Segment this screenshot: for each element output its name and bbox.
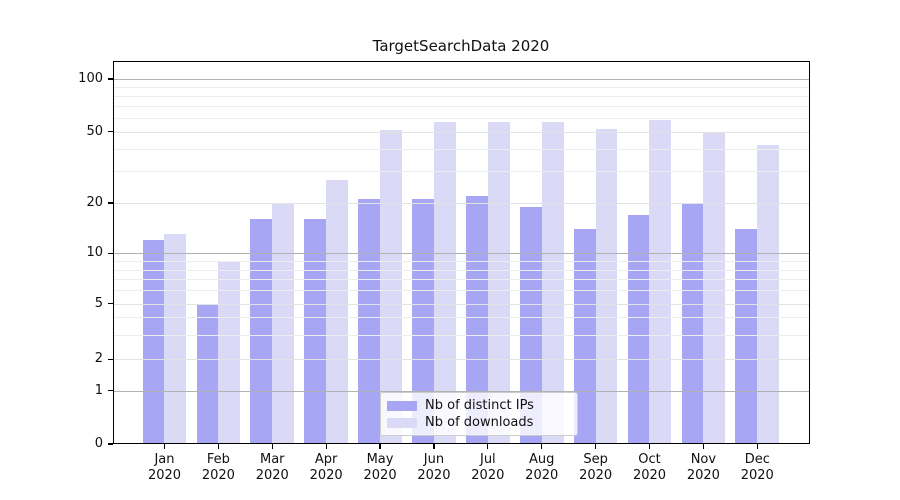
x-tick-month: Jul: [479, 452, 496, 467]
x-tick-month: Nov: [690, 452, 717, 467]
y-axis-tick-label: 10: [86, 245, 103, 261]
x-tick-mark: [433, 444, 435, 449]
x-axis-tick-label-apr: Apr 2020: [296, 452, 356, 484]
bar-downloads-mar: [272, 203, 295, 444]
y-axis-tick-label: 1: [94, 382, 103, 398]
x-tick-mark: [702, 444, 704, 449]
x-tick-mark: [648, 444, 651, 449]
x-tick-mark: [271, 444, 273, 449]
bar-downloads-jul: [487, 121, 510, 444]
x-axis-tick-label-aug: Aug 2020: [512, 452, 572, 484]
x-tick-year: 2020: [147, 468, 182, 483]
x-tick-year: 2020: [686, 468, 720, 483]
legend: Nb of distinct IPs Nb of downloads: [380, 392, 578, 436]
x-tick-mark: [217, 444, 219, 449]
x-tick-mark: [379, 444, 381, 449]
x-tick-year: 2020: [740, 468, 774, 483]
y-tick-mark: [108, 202, 113, 204]
x-axis-tick-label-jul: Jul 2020: [458, 452, 518, 484]
x-tick-mark: [541, 444, 543, 449]
x-axis-tick-label-mar: Mar 2020: [242, 452, 302, 484]
x-tick-year: 2020: [201, 468, 235, 483]
bar-downloads-jun: [433, 121, 456, 444]
x-tick-year: 2020: [363, 468, 397, 483]
x-axis-tick-label-dec: Dec 2020: [727, 452, 787, 484]
bar-distinct-ips-oct: [627, 214, 650, 444]
x-tick-month: Jan: [154, 452, 175, 467]
x-tick-month: May: [366, 452, 394, 467]
bar-distinct-ips-aug: [519, 206, 542, 444]
y-tick-mark: [108, 252, 113, 254]
x-tick-year: 2020: [471, 468, 505, 483]
x-tick-month: Jun: [423, 452, 445, 467]
y-tick-mark: [108, 390, 113, 392]
bar-distinct-ips-apr: [304, 219, 327, 444]
y-axis-tick-label: 0: [94, 436, 103, 451]
legend-label-distinct-ips: Nb of distinct IPs: [425, 398, 534, 413]
bar-distinct-ips-may: [358, 199, 381, 444]
x-tick-year: 2020: [417, 468, 451, 483]
x-axis-tick-label-jan: Jan 2020: [135, 452, 195, 484]
y-tick-mark: [108, 303, 113, 305]
x-tick-month: Apr: [314, 452, 338, 467]
x-tick-year: 2020: [525, 468, 559, 483]
x-tick-mark: [756, 444, 758, 449]
legend-row-downloads: Nb of downloads: [387, 415, 533, 431]
bar-downloads-oct: [649, 120, 672, 444]
x-tick-mark: [595, 444, 597, 449]
y-axis-tick-label: 20: [86, 195, 103, 210]
legend-swatch-distinct-ips: [387, 400, 417, 412]
x-axis-tick-label-may: May 2020: [350, 452, 410, 484]
y-tick-mark: [108, 358, 113, 360]
x-axis-tick-label-sep: Sep 2020: [566, 452, 626, 484]
x-tick-year: 2020: [255, 468, 289, 483]
x-tick-mark: [163, 444, 166, 449]
bar-distinct-ips-jun: [412, 199, 434, 444]
plot-area: [112, 60, 810, 444]
y-axis-tick-label: 2: [94, 351, 103, 367]
bar-downloads-apr: [326, 179, 348, 444]
chart-title: TargetSearchData 2020: [372, 37, 550, 55]
y-tick-mark: [108, 443, 113, 445]
bar-downloads-aug: [541, 121, 564, 444]
bar-downloads-nov: [703, 133, 726, 444]
x-tick-month: Aug: [529, 452, 555, 467]
legend-row-distinct-ips: Nb of distinct IPs: [387, 398, 534, 414]
bar-distinct-ips-feb: [196, 303, 219, 444]
x-axis-tick-label-jun: Jun 2020: [404, 452, 464, 484]
x-axis-tick-label-nov: Nov 2020: [673, 452, 733, 484]
bars-layer: [113, 61, 810, 444]
x-tick-year: 2020: [309, 468, 343, 483]
bar-distinct-ips-nov: [681, 203, 704, 444]
bar-distinct-ips-sep: [573, 228, 596, 444]
x-tick-month: Mar: [260, 452, 285, 467]
x-axis-tick-label-oct: Oct 2020: [620, 452, 680, 484]
x-tick-year: 2020: [632, 468, 667, 483]
bar-distinct-ips-jul: [466, 195, 488, 444]
bar-downloads-may: [380, 130, 402, 444]
legend-swatch-downloads: [387, 417, 417, 429]
bar-downloads-sep: [595, 128, 618, 444]
y-axis-tick-label: 5: [94, 295, 103, 311]
x-tick-mark: [325, 444, 327, 449]
bar-downloads-dec: [757, 145, 780, 444]
legend-label-downloads: Nb of downloads: [425, 415, 534, 430]
y-tick-mark: [108, 131, 113, 133]
y-axis-tick-label: 100: [78, 71, 103, 86]
y-axis-tick-label: 50: [86, 123, 103, 139]
bar-downloads-jan: [164, 234, 187, 444]
x-tick-month: Oct: [638, 452, 661, 467]
bar-distinct-ips-mar: [250, 219, 273, 444]
y-tick-mark: [108, 78, 113, 80]
x-tick-month: Feb: [206, 452, 230, 467]
x-tick-month: Dec: [744, 452, 770, 467]
bar-distinct-ips-jan: [142, 240, 165, 444]
bar-distinct-ips-dec: [735, 228, 758, 444]
x-tick-mark: [487, 444, 489, 449]
bar-downloads-feb: [218, 260, 241, 444]
x-tick-month: Sep: [583, 452, 608, 467]
x-axis-tick-label-feb: Feb 2020: [188, 452, 248, 484]
x-tick-year: 2020: [579, 468, 613, 483]
